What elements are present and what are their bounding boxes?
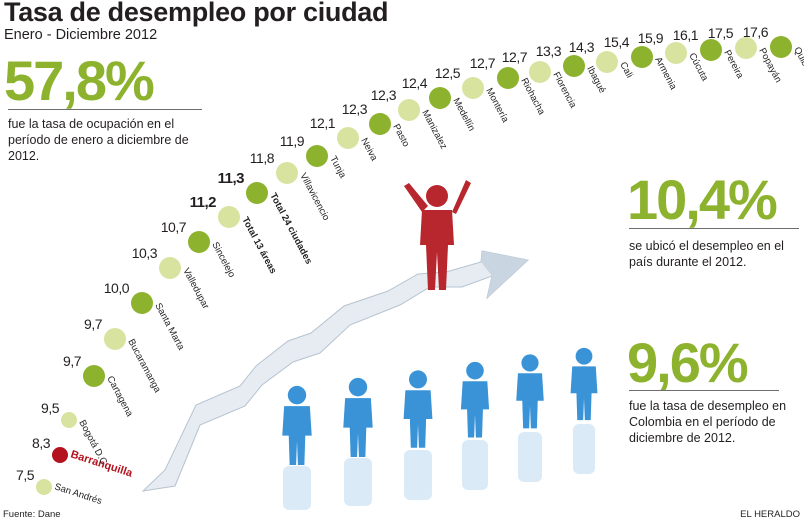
value-label-17: 12,7: [470, 55, 496, 71]
city-label-7: Sincelejo: [209, 240, 237, 279]
chart-subtitle: Enero - Diciembre 2012: [4, 27, 158, 43]
value-label-24: 17,5: [708, 25, 734, 41]
value-label-13: 12,3: [342, 101, 368, 117]
chart-title: Tasa de desempleo por ciudad: [4, 0, 389, 27]
city-label-13: Pasto: [390, 122, 411, 149]
city-label-6: Valledupar: [180, 266, 211, 311]
marker-16: [462, 77, 484, 99]
brand-logo-text: EL HERALDO: [740, 509, 800, 520]
stat-occupation-value: 57,8%: [4, 49, 155, 112]
marker-22: [665, 42, 687, 64]
marker-2: [61, 412, 77, 428]
marker-18: [529, 61, 551, 83]
value-label-6: 10,3: [132, 245, 158, 261]
value-label-10: 11,8: [250, 150, 275, 166]
stat-unemployment-country-rule: [629, 228, 799, 229]
marker-12: [337, 127, 359, 149]
value-label-21: 15,4: [604, 34, 630, 50]
marker-4: [104, 328, 126, 350]
value-label-15: 12,4: [402, 75, 428, 91]
marker-25: [770, 36, 792, 58]
marker-11: [306, 145, 328, 167]
city-label-3: Cartagena: [104, 374, 135, 419]
marker-0: [36, 479, 52, 495]
value-label-9: 11,3: [218, 170, 245, 187]
city-label-14: Manizalez: [419, 108, 449, 151]
marker-23: [700, 39, 722, 61]
value-label-22: 15,9: [638, 30, 664, 46]
city-label-8: Total 13 áreas: [239, 215, 278, 276]
value-label-11: 11,9: [280, 133, 305, 149]
stat-unemployment-country-value: 10,4%: [627, 168, 778, 231]
value-label-16: 12,5: [435, 65, 461, 81]
value-label-25: 17,6: [743, 24, 769, 40]
city-label-20: Cali: [617, 60, 634, 80]
city-label-4: Bucaramanga: [125, 337, 163, 395]
value-label-14: 12,3: [371, 87, 397, 103]
stat-unemployment-december-value: 9,6%: [627, 331, 749, 394]
stat-unemployment-december-rule: [629, 390, 779, 391]
value-label-18: 12,7: [502, 49, 528, 65]
value-label-0: 7,5: [16, 467, 35, 483]
stat-unemployment-country-text: se ubicó el desempleo en el país durante…: [629, 239, 784, 269]
value-label-19: 13,3: [536, 43, 562, 59]
city-label-0: San Andrés: [53, 481, 103, 507]
value-label-12: 12,1: [310, 115, 336, 131]
value-label-5: 10,0: [104, 280, 130, 296]
value-label-2: 9,5: [41, 400, 60, 416]
value-label-4: 9,7: [84, 316, 103, 332]
city-label-12: Neiva: [358, 136, 379, 163]
city-label-16: Montería: [483, 86, 511, 125]
city-label-25: Quibdó: [791, 45, 804, 77]
marker-14: [398, 99, 420, 121]
source-note: Fuente: Dane: [3, 509, 61, 520]
marker-1: [52, 447, 68, 463]
marker-7: [188, 231, 210, 253]
leader-figure-icon: [404, 180, 471, 290]
city-label-9: Total 24 ciudades: [267, 191, 314, 266]
city-label-5: Santa Marta: [152, 301, 186, 352]
stat-occupation-rule: [8, 109, 202, 110]
marker-17: [497, 67, 519, 89]
marker-15: [429, 87, 451, 109]
value-label-7: 10,7: [161, 219, 187, 235]
rising-arrow-graphic: [141, 250, 530, 492]
city-label-10: Villavicencio: [297, 171, 331, 222]
city-label-15: Medellín: [450, 96, 477, 133]
city-label-11: Tunja: [327, 154, 348, 180]
marker-9: [246, 182, 268, 204]
marker-24: [735, 37, 757, 59]
marker-19: [563, 55, 585, 77]
marker-5: [131, 292, 153, 314]
stat-unemployment-december-text: fue la tasa de desempleo en Colombia en …: [629, 399, 787, 445]
stat-occupation-text: fue la tasa de ocupación en el período d…: [8, 117, 189, 163]
value-label-3: 9,7: [63, 353, 82, 369]
marker-6: [159, 257, 181, 279]
marker-8: [218, 206, 240, 228]
marker-3: [83, 365, 105, 387]
value-label-1: 8,3: [32, 435, 51, 451]
value-label-8: 11,2: [190, 194, 217, 211]
marker-10: [276, 162, 298, 184]
crowd-reflection-graphic: [283, 424, 595, 510]
crowd-figures-icon: [282, 347, 598, 466]
value-label-20: 14,3: [569, 39, 595, 55]
marker-13: [369, 113, 391, 135]
marker-21: [631, 46, 653, 68]
marker-20: [596, 51, 618, 73]
value-label-23: 16,1: [673, 27, 699, 43]
